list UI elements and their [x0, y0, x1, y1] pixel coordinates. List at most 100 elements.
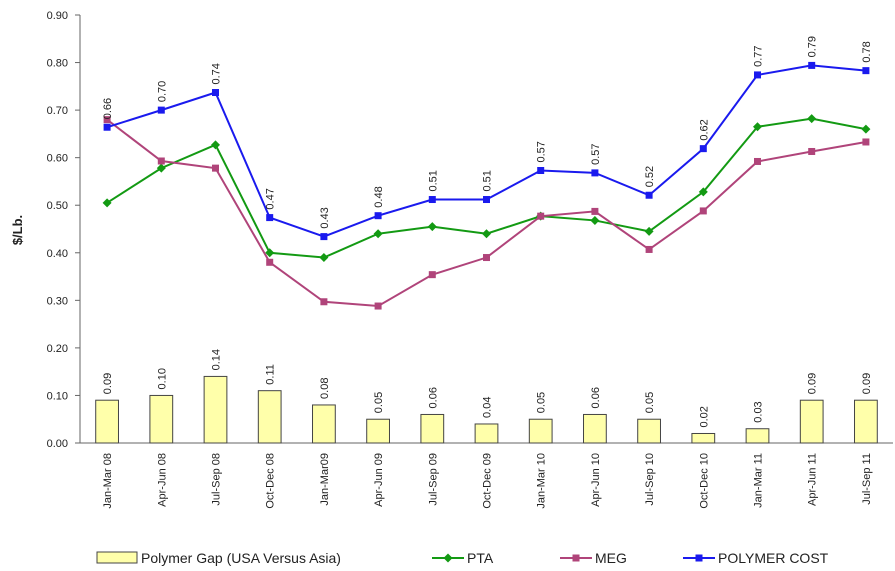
y-tick-label: 0.10	[47, 390, 68, 402]
point	[212, 89, 219, 97]
point	[645, 245, 653, 253]
x-tick-label: Apr-Jun 09	[373, 453, 385, 507]
legend-swatch	[96, 551, 138, 564]
bar	[203, 375, 228, 444]
point	[265, 248, 275, 258]
bar	[583, 413, 607, 444]
data-label: 0.09	[807, 373, 819, 394]
y-axis-label: $/Lb.	[10, 215, 25, 245]
point	[428, 196, 436, 204]
data-label: 0.74	[211, 63, 223, 84]
point	[102, 198, 112, 208]
bar	[474, 423, 499, 444]
x-tick-label: Jan-Mar 08	[102, 453, 114, 509]
data-label: 0.70	[156, 81, 168, 102]
data-label: 0.43	[319, 207, 331, 228]
point	[807, 114, 817, 124]
point	[753, 122, 762, 132]
point	[320, 233, 328, 241]
x-tick-label: Oct-Dec 10	[698, 453, 710, 509]
point	[591, 207, 599, 215]
y-tick-label: 0.00	[47, 438, 68, 450]
point	[443, 553, 453, 563]
legend-label: POLYMER COST	[718, 550, 829, 566]
point	[698, 187, 708, 197]
bar	[257, 390, 282, 444]
line	[106, 64, 866, 238]
point	[266, 214, 274, 222]
point	[754, 157, 761, 165]
x-tick-label: Jul-Sep 08	[211, 453, 223, 506]
point	[212, 164, 219, 172]
point	[645, 191, 653, 199]
y-tick-label: 0.90	[47, 10, 68, 22]
x-tick-label: Apr-Jun 11	[807, 453, 819, 506]
point	[862, 67, 870, 75]
x-tick-label: Jan-Mar 11	[753, 453, 765, 508]
data-label: 0.66	[102, 98, 114, 119]
data-label: 0.79	[807, 36, 819, 57]
point	[211, 140, 220, 150]
point	[157, 106, 165, 114]
data-label: 0.48	[373, 186, 385, 207]
point	[374, 212, 382, 220]
point	[374, 302, 382, 310]
data-label: 0.05	[373, 392, 385, 413]
x-tick-label: Jul-Sep 10	[644, 453, 656, 506]
bar	[528, 418, 553, 444]
bar	[745, 428, 770, 444]
data-label: 0.10	[156, 368, 168, 389]
y-tick-label: 0.20	[47, 343, 68, 355]
legend-label: MEG	[595, 550, 627, 566]
data-label: 0.04	[482, 397, 494, 418]
point	[483, 254, 490, 262]
point	[483, 196, 490, 204]
data-label: 0.11	[265, 364, 277, 385]
point	[699, 207, 707, 215]
line	[106, 118, 867, 308]
bar	[799, 399, 824, 444]
bar	[312, 404, 336, 444]
bar	[691, 432, 716, 444]
point	[537, 167, 545, 175]
point	[537, 212, 545, 220]
x-tick-label: Oct-Dec 08	[265, 453, 277, 509]
point	[754, 71, 761, 79]
data-label: 0.57	[536, 141, 548, 162]
point	[591, 169, 599, 177]
data-label: 0.51	[482, 170, 494, 191]
bar	[366, 418, 390, 444]
y-tick-label: 0.50	[47, 200, 68, 212]
point	[861, 124, 871, 134]
data-label: 0.05	[536, 392, 548, 413]
x-tick-label: Jul-Sep 09	[427, 453, 439, 506]
data-label: 0.06	[590, 387, 602, 408]
point	[699, 145, 707, 153]
point	[808, 61, 816, 69]
point	[156, 163, 166, 173]
data-label: 0.77	[753, 45, 765, 66]
point	[427, 222, 437, 232]
point	[103, 123, 111, 131]
point	[644, 226, 654, 236]
point	[572, 554, 580, 562]
bar	[149, 394, 174, 444]
point	[157, 157, 165, 165]
point	[103, 116, 111, 124]
y-tick-label: 0.40	[47, 248, 68, 260]
data-label: 0.51	[427, 170, 439, 191]
point	[266, 258, 274, 266]
bar	[637, 418, 661, 444]
legend-label: PTA	[467, 550, 494, 566]
data-label: 0.47	[265, 188, 277, 209]
data-label: 0.52	[644, 166, 656, 187]
y-tick-label: 0.60	[47, 153, 68, 165]
y-tick-label: 0.80	[47, 58, 68, 70]
point	[373, 229, 383, 239]
bar	[854, 399, 878, 444]
data-label: 0.14	[211, 349, 223, 370]
data-label: 0.03	[753, 401, 765, 422]
point	[319, 253, 329, 263]
point	[428, 271, 436, 279]
legend-label: Polymer Gap (USA Versus Asia)	[141, 550, 341, 566]
